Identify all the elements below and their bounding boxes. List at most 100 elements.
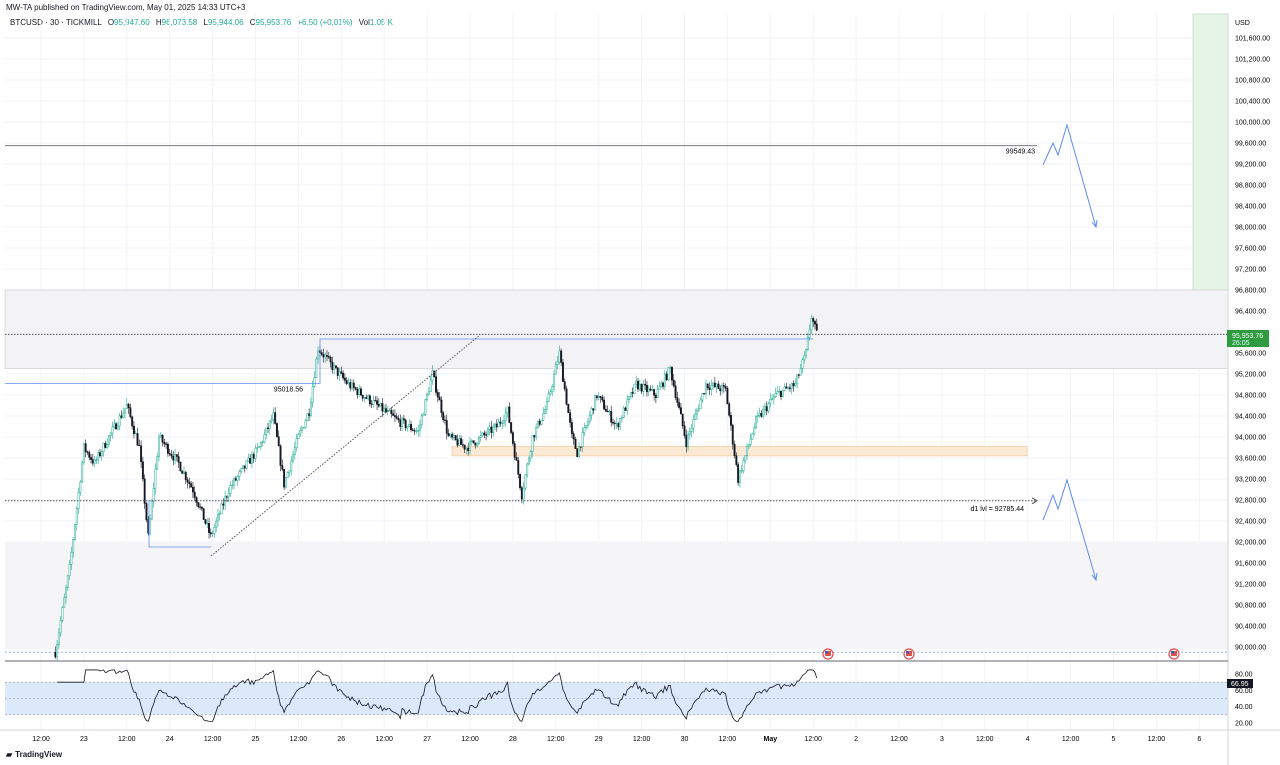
candle-body [374,400,377,402]
candle-body [395,416,398,419]
candle-body [474,442,477,446]
candle-body [127,403,130,408]
candle-body [211,533,214,535]
candle-body [104,443,107,448]
d1-level-label: d1 lvl = 92785.44 [970,506,1024,513]
candle-body [678,402,681,408]
candle-body [626,399,629,411]
candle-body [617,423,620,428]
candle-body [445,420,448,434]
candle-body [75,508,78,525]
candle-body [324,355,327,358]
candle-body [388,410,391,412]
candle-body [367,395,370,399]
candle-body [504,412,507,421]
candle-body [82,443,85,463]
target-zone [1192,13,1229,335]
time-axis-label: 23 [80,736,88,743]
candle-body [131,416,134,427]
candle-body [229,485,232,494]
candle-body [529,451,532,459]
time-axis-label: 6 [1197,736,1201,743]
candle-body [208,523,210,533]
candle-body [449,434,452,437]
price-axis-label: 99,200.00 [1235,162,1266,169]
demand-zone [5,542,1228,650]
candle-body [258,446,261,448]
low-value: 95,944.06 [207,18,244,27]
candle-body [100,451,103,457]
candle-body [152,488,155,502]
rsi-axis-label: 80.00 [1235,672,1253,679]
candle-body [435,376,437,393]
candle-body [681,413,684,426]
price-axis-label: 93,200.00 [1235,477,1266,484]
candle-body [68,564,71,577]
price-axis-label: 95,600.00 [1235,351,1266,358]
orange-zone [451,446,1028,457]
price-axis-label: 98,800.00 [1235,183,1266,190]
projection-path-bottom [1042,478,1097,581]
candle-body [694,413,697,420]
candle-body [490,426,493,433]
candle-body [56,644,59,658]
candle-body [513,443,516,458]
candle-body [528,457,530,465]
candle-body [334,365,337,368]
candle-body [340,371,343,374]
candle-body [653,389,656,396]
candle-body [267,427,269,429]
price-axis-label: 91,600.00 [1235,561,1266,568]
candle-body [138,444,141,447]
time-axis-label: 3 [940,736,944,743]
candle-body [54,652,57,658]
open-label: O [107,18,115,27]
candle-body [699,399,702,409]
candle-body [579,446,582,448]
time-axis-label: 12:00 [1062,736,1080,743]
resistance-label: 99549.43 [1006,149,1035,156]
candle-body [90,457,92,460]
projection-arrow-icon [1091,219,1098,229]
tradingview-logo[interactable]: ▰ TradingView [6,750,62,759]
candle-body [261,441,264,443]
candle-body [780,390,782,397]
candle-body [669,367,672,369]
candle-body [411,429,414,431]
candle-body [451,434,454,438]
candle-body [259,442,262,447]
candle-body [283,469,286,488]
candle-body [336,367,339,376]
candle-body [417,430,420,432]
time-axis-label: 24 [166,736,174,743]
price-axis-label: 92,800.00 [1235,498,1266,505]
candle-body [276,423,278,437]
candle-body [674,385,677,398]
candle-body [79,481,82,493]
candle-body [331,361,334,370]
candle-body [429,379,432,393]
candle-body [726,387,729,405]
price-axis-label: 100,800.00 [1235,78,1270,85]
candle-body [624,407,627,411]
candle-body [747,444,750,447]
candle-body [556,361,559,365]
candle-body [706,383,709,389]
candle-body [565,388,568,405]
change-value: +6.50 (+0.01%) [297,18,353,27]
candle-body [785,386,788,389]
rsi-line [57,669,818,722]
candle-body [687,434,690,448]
candle-body [615,423,618,425]
candle-body [733,444,736,456]
candle-body [545,401,548,410]
candle-body [787,387,790,389]
candle-body [705,383,707,394]
candle-body [97,452,100,461]
symbol-title[interactable]: BTCUSD · 30 · TICKMILL [10,18,102,27]
time-axis-label: 26 [337,736,345,743]
candle-body [290,460,293,472]
candle-body [190,483,193,488]
candle-body [569,412,572,423]
